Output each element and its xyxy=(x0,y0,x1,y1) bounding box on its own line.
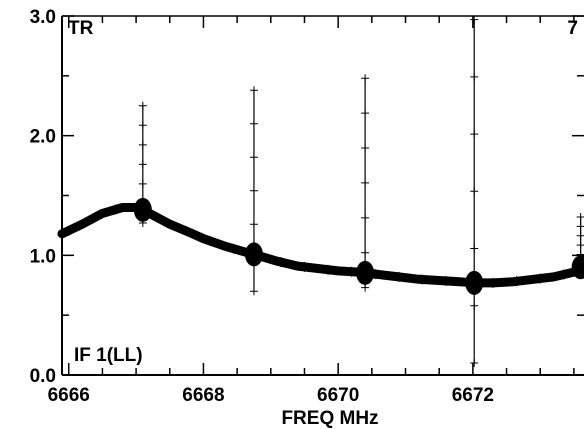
spike-point xyxy=(249,287,258,296)
y-tick-label: 1.0 xyxy=(30,246,56,267)
spike-clump xyxy=(356,260,375,285)
spike-point xyxy=(361,248,370,257)
spike-point xyxy=(576,250,584,259)
data-point xyxy=(181,226,192,237)
spike-point xyxy=(138,179,147,188)
spike-point xyxy=(138,219,147,228)
spike-point xyxy=(576,241,584,250)
y-tick-label: 0.0 xyxy=(30,366,56,387)
annotation-top-left: TR xyxy=(68,18,94,39)
spike-point xyxy=(470,187,479,196)
spike-point xyxy=(138,140,147,149)
data-point xyxy=(488,277,499,288)
data-point xyxy=(299,261,310,272)
data-point xyxy=(535,273,546,284)
data-point xyxy=(440,275,451,286)
spike-point xyxy=(361,283,370,292)
data-point xyxy=(323,264,334,275)
spike-point xyxy=(249,220,258,229)
spike-clump xyxy=(133,197,152,222)
data-point xyxy=(393,271,404,282)
spike-point xyxy=(361,109,370,118)
spike-point xyxy=(249,86,258,95)
spike-point xyxy=(470,72,479,81)
spike-point xyxy=(361,74,370,83)
spike-point xyxy=(361,144,370,153)
spike-point xyxy=(470,244,479,253)
spike-point xyxy=(470,130,479,139)
spike-point xyxy=(138,121,147,130)
spike-point xyxy=(249,153,258,162)
spike-point xyxy=(576,231,584,240)
data-point xyxy=(346,266,357,277)
spike-point xyxy=(249,186,258,195)
spike-point xyxy=(361,178,370,187)
spike-point xyxy=(249,119,258,128)
annotation-top-right: 7 xyxy=(567,18,578,39)
labels: TR 7 IF 1(LL) FREQ MHz xyxy=(68,18,578,429)
x-tick-label: 6670 xyxy=(317,385,359,406)
series xyxy=(57,15,584,368)
x-tick-label: 6672 xyxy=(452,385,494,406)
data-point xyxy=(228,243,239,254)
spike-point xyxy=(138,199,147,208)
spike-point xyxy=(470,15,479,24)
data-point xyxy=(558,269,569,280)
spike-point xyxy=(576,213,584,222)
data-point xyxy=(205,235,216,246)
data-point xyxy=(63,225,74,236)
spike-point xyxy=(361,213,370,222)
y-tick-label: 2.0 xyxy=(30,127,56,148)
spike-point xyxy=(576,222,584,231)
data-point xyxy=(87,213,98,224)
spike-point xyxy=(576,259,584,268)
spike-point xyxy=(138,101,147,110)
data-point xyxy=(275,257,286,268)
spike-point xyxy=(470,301,479,310)
spike-point xyxy=(138,160,147,169)
x-tick-label: 6666 xyxy=(48,385,90,406)
spike-point xyxy=(576,269,584,278)
data-point xyxy=(417,274,428,285)
x-tick-label: 6668 xyxy=(182,385,224,406)
spike-point xyxy=(249,253,258,262)
spike-point xyxy=(470,359,479,368)
spike-clump xyxy=(465,270,484,295)
annotation-bottom-left: IF 1(LL) xyxy=(74,345,143,366)
data-point xyxy=(511,276,522,287)
x-axis-label: FREQ MHz xyxy=(281,408,378,429)
y-tick-label: 3.0 xyxy=(30,7,56,28)
axes: 0.0 1.0 2.0 3.0 6666 6668 6670 6672 xyxy=(30,7,584,406)
data-point xyxy=(158,215,169,226)
data-point xyxy=(110,204,121,215)
